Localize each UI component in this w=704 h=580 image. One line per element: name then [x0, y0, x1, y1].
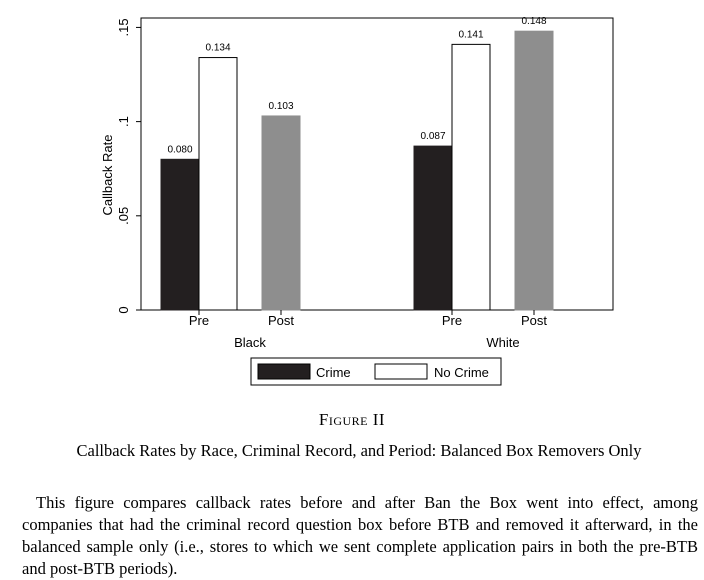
- bar-black-pre-no-crime: [198, 57, 238, 311]
- plot-frame: [140, 17, 614, 311]
- figure-title: Figure II: [318, 410, 386, 429]
- bar-value-label: 0.103: [268, 101, 293, 112]
- y-axis-label: Callback Rate: [100, 135, 115, 216]
- bar-value-label: 0.087: [420, 131, 445, 142]
- bar-black-post-pooled: [261, 115, 301, 311]
- bar-black-pre-crime: [160, 158, 200, 311]
- bar-value-label: 0.141: [458, 29, 483, 40]
- group-label: Black: [234, 335, 266, 350]
- period-label: Pre: [442, 313, 462, 328]
- bars: 0.080 0.134 0.103 0.087 0.141 0.148: [160, 16, 554, 311]
- y-axis: 0 .05 .1 .15: [116, 18, 141, 314]
- group-label: White: [486, 335, 519, 350]
- figure-caption: Callback Rates by Race, Criminal Record,…: [76, 441, 642, 460]
- bar-value-label: 0.080: [167, 144, 192, 155]
- bar-chart: 0.05.1.15 Callback Rate 0.0800.1340.1030…: [100, 16, 614, 386]
- legend: Crime No Crime: [250, 357, 502, 386]
- legend-label-no-crime: No Crime: [434, 365, 489, 380]
- legend-swatch-no-crime: [374, 363, 428, 380]
- bar-white-pre-crime: [413, 145, 453, 311]
- bar-white-post-pooled: [514, 30, 554, 311]
- legend-swatch-crime: [257, 363, 311, 380]
- bar-value-label: 0.148: [521, 16, 546, 27]
- y-tick-label: 0: [116, 306, 131, 313]
- bar-value-label: 0.134: [205, 43, 230, 54]
- bar-white-pre-no-crime: [451, 43, 491, 311]
- period-label: Post: [268, 313, 294, 328]
- figure-note: This figure compares callback rates befo…: [22, 493, 698, 578]
- y-tick-label: .15: [116, 18, 131, 36]
- y-tick-label: .1: [116, 116, 131, 127]
- y-tick-label: .05: [116, 207, 131, 225]
- period-label: Pre: [189, 313, 209, 328]
- legend-label-crime: Crime: [316, 365, 351, 380]
- period-label: Post: [521, 313, 547, 328]
